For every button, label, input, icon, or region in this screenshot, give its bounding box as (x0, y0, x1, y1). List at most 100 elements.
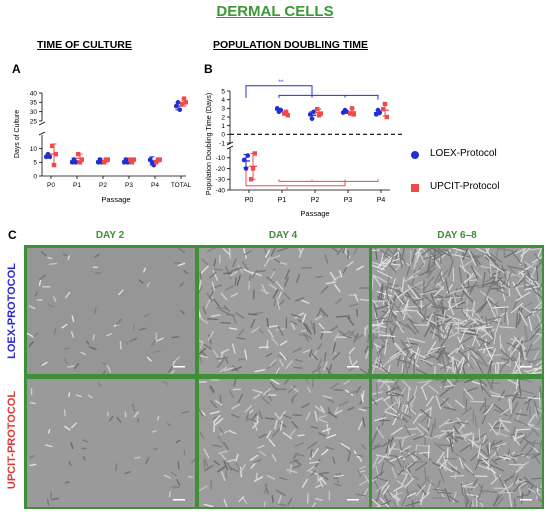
cell-shape (524, 429, 534, 440)
cell-shape (487, 382, 500, 385)
cell-shape (533, 332, 542, 336)
cell-shape (46, 499, 50, 506)
cell-shape (384, 338, 388, 355)
cell-shape (256, 415, 259, 425)
cell-shape (414, 462, 428, 472)
cell-shape (379, 310, 390, 325)
cell-shape (533, 400, 539, 415)
cell-shape (238, 496, 245, 503)
cell-shape (504, 250, 517, 258)
cell-shape (463, 284, 480, 289)
y-tick-label: 30 (30, 109, 38, 116)
cell-shape (375, 484, 386, 493)
cell-shape (462, 320, 475, 328)
cell-shape (296, 458, 300, 467)
cell-shape (527, 441, 542, 445)
cell-shape (456, 434, 469, 439)
cell-shape (443, 406, 457, 411)
cell-shape (417, 248, 426, 264)
cell-shape (535, 360, 542, 366)
cell-shape (279, 351, 287, 361)
cell-shape (446, 248, 454, 263)
cell-shape (375, 465, 380, 480)
cell-shape (487, 251, 503, 263)
cell-shape (253, 393, 261, 400)
cell-shape (199, 317, 209, 325)
cell-shape (439, 362, 453, 370)
data-point (283, 109, 289, 114)
cell-shape (413, 251, 422, 268)
cell-shape (391, 379, 399, 390)
cell-shape (384, 381, 393, 393)
cell-shape (297, 434, 305, 437)
cell-shape (63, 409, 66, 417)
cell-shape (137, 418, 140, 423)
cell-shape (386, 276, 390, 293)
cell-shape (132, 403, 136, 412)
cell-shape (335, 315, 348, 318)
cell-shape (266, 324, 279, 329)
cell-shape (465, 357, 474, 370)
cell-shape (320, 474, 329, 481)
data-point (157, 157, 162, 162)
cell-shape (417, 484, 427, 496)
cell-shape (71, 422, 77, 429)
cell-shape (237, 393, 244, 404)
cell-shape (223, 305, 231, 312)
cell-shape (383, 391, 395, 402)
cell-shape (491, 379, 494, 391)
cell-shape (207, 330, 215, 341)
cell-shape (279, 261, 288, 265)
data-point (249, 177, 254, 182)
y-tick-label: 3 (221, 106, 225, 113)
cell-shape (535, 491, 542, 502)
cell-shape (64, 347, 70, 350)
cell-shape (495, 267, 499, 282)
cell-shape (455, 341, 464, 354)
cell-shape (244, 405, 253, 413)
cell-shape (402, 433, 416, 439)
cell-shape (539, 439, 542, 452)
micrograph-upcit-day2 (199, 379, 369, 507)
cell-shape (277, 495, 282, 505)
cell-shape (276, 298, 281, 310)
cell-shape (65, 291, 71, 299)
cell-shape (293, 366, 303, 369)
cell-shape (498, 326, 516, 329)
cell-shape (466, 493, 480, 498)
cell-shape (386, 310, 392, 328)
cell-shape (191, 458, 195, 464)
cell-shape (532, 371, 542, 374)
cell-shape (341, 334, 353, 339)
cell-shape (345, 389, 354, 396)
cell-shape (343, 380, 351, 385)
cell-shape (378, 353, 383, 369)
cell-shape (411, 248, 417, 263)
cell-shape (407, 387, 410, 402)
cell-shape (92, 334, 95, 341)
cell-shape (324, 254, 329, 264)
cell-shape (202, 305, 207, 315)
cell-shape (515, 313, 519, 329)
row-label-upcit: UPCIT-PROTOCOL (6, 390, 18, 490)
cell-shape (378, 334, 396, 338)
cell-shape (263, 501, 266, 507)
cell-shape (528, 413, 536, 424)
cell-shape (408, 353, 414, 369)
cell-shape (477, 444, 481, 459)
cell-shape (279, 359, 285, 367)
cell-shape (419, 492, 431, 502)
cell-shape (449, 435, 464, 440)
panel-a-title: TIME OF CULTURE (37, 39, 132, 51)
cell-shape (488, 348, 496, 365)
cell-shape (199, 408, 204, 417)
cell-shape (476, 361, 484, 374)
data-point (51, 162, 57, 168)
cell-shape (462, 248, 469, 261)
cell-shape (291, 420, 298, 429)
cell-shape (374, 416, 387, 422)
cell-shape (265, 352, 273, 358)
cell-shape (464, 468, 476, 477)
cell-shape (199, 347, 206, 356)
axis-break-mark (38, 121, 46, 126)
